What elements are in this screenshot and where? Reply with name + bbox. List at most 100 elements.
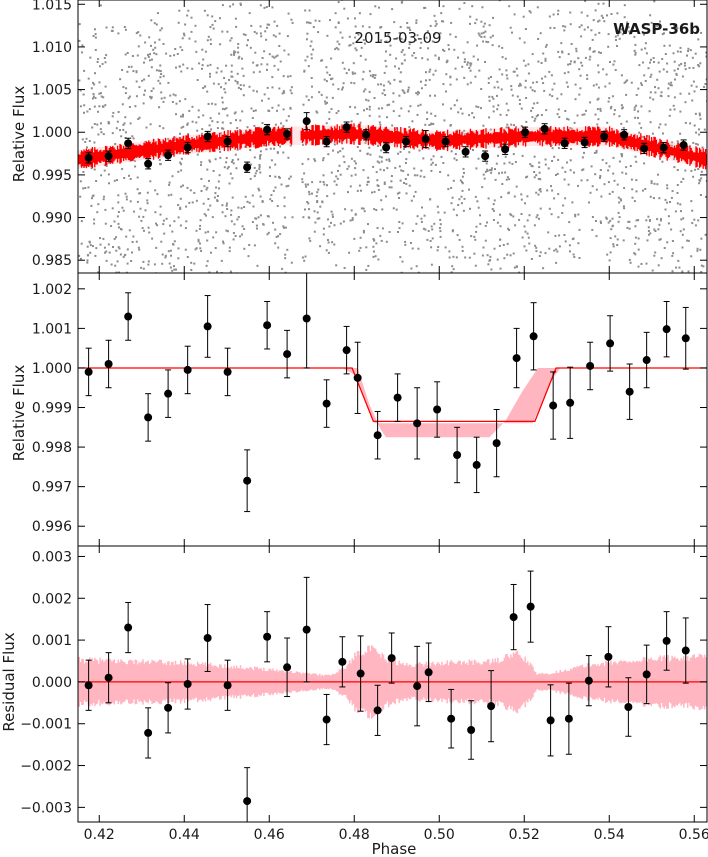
- data-marker: [642, 356, 651, 365]
- raw-point: [406, 90, 409, 93]
- raw-point: [169, 54, 172, 57]
- raw-point: [529, 11, 532, 14]
- y-tick-label: 1.000: [32, 361, 72, 377]
- raw-point: [399, 256, 402, 259]
- raw-point: [130, 65, 133, 68]
- raw-point: [576, 114, 579, 117]
- raw-point: [236, 218, 239, 221]
- raw-point: [200, 178, 203, 180]
- raw-point: [258, 168, 261, 171]
- raw-point: [556, 250, 559, 253]
- raw-point: [361, 78, 364, 81]
- raw-point: [674, 155, 677, 158]
- raw-point: [114, 143, 117, 145]
- raw-point: [283, 49, 286, 52]
- raw-point: [579, 74, 582, 77]
- raw-point: [328, 74, 331, 76]
- raw-point: [667, 87, 670, 90]
- data-marker: [501, 145, 510, 154]
- raw-point: [307, 99, 310, 102]
- raw-point: [415, 21, 418, 24]
- raw-point: [656, 218, 659, 221]
- raw-point: [82, 171, 85, 173]
- raw-point: [280, 122, 283, 125]
- raw-point: [404, 243, 407, 246]
- raw-point: [447, 174, 450, 177]
- raw-point: [150, 274, 152, 276]
- raw-point: [244, 33, 247, 36]
- raw-point: [487, 197, 490, 200]
- raw-point: [375, 171, 378, 174]
- data-point: [546, 684, 555, 757]
- raw-point: [142, 260, 145, 263]
- data-marker: [461, 147, 470, 156]
- raw-point: [354, 72, 357, 75]
- raw-point: [219, 17, 221, 20]
- raw-point: [645, 219, 648, 222]
- raw-point: [534, 280, 536, 282]
- raw-point: [315, 195, 318, 198]
- raw-point: [399, 150, 402, 153]
- raw-point: [452, 255, 455, 258]
- raw-point: [186, 67, 189, 70]
- raw-point: [177, 290, 179, 292]
- raw-point: [182, 63, 185, 66]
- raw-point: [176, 53, 179, 55]
- raw-point: [98, 81, 101, 84]
- raw-point: [598, 51, 600, 54]
- raw-point: [648, 110, 651, 113]
- raw-point: [529, 86, 532, 89]
- raw-point: [557, 193, 560, 196]
- raw-point: [205, 264, 208, 267]
- raw-point: [646, 239, 649, 242]
- raw-point: [348, 44, 351, 47]
- raw-point: [705, 180, 707, 182]
- raw-point: [542, 52, 545, 55]
- raw-point: [244, 145, 247, 148]
- raw-point: [169, 224, 171, 227]
- raw-point: [634, 253, 637, 256]
- raw-point: [195, 121, 198, 124]
- x-tick-label: 0.50: [424, 827, 455, 843]
- raw-point: [377, 107, 380, 110]
- data-marker: [338, 657, 347, 666]
- data-point: [472, 436, 481, 494]
- raw-point: [445, 61, 448, 64]
- raw-point: [178, 65, 181, 68]
- raw-point: [482, 124, 485, 127]
- raw-point: [486, 170, 489, 172]
- raw-point: [643, 33, 645, 36]
- y-tick-label: 0.998: [32, 440, 72, 456]
- raw-point: [78, 39, 81, 42]
- raw-point: [223, 166, 226, 169]
- raw-point: [525, 249, 528, 252]
- raw-point: [303, 172, 306, 175]
- raw-point: [339, 222, 342, 225]
- raw-point: [131, 135, 134, 138]
- raw-point: [79, 195, 82, 198]
- raw-point: [429, 68, 432, 71]
- raw-point: [426, 238, 429, 241]
- raw-point: [379, 26, 382, 29]
- raw-point: [594, 113, 597, 116]
- raw-point: [377, 144, 379, 147]
- raw-point: [92, 95, 95, 98]
- raw-point: [231, 159, 234, 162]
- transit-model-line: [78, 367, 707, 423]
- raw-point: [609, 219, 612, 222]
- raw-point: [416, 215, 419, 218]
- raw-point: [605, 162, 608, 165]
- raw-point: [87, 186, 90, 189]
- raw-point: [410, 199, 413, 202]
- raw-point: [544, 45, 547, 48]
- raw-point: [428, 78, 431, 81]
- raw-point: [593, 126, 596, 129]
- raw-point: [553, 249, 556, 252]
- raw-point: [623, 81, 626, 84]
- raw-point: [86, 146, 88, 149]
- raw-point: [273, 56, 276, 59]
- raw-point: [380, 239, 383, 242]
- data-point: [338, 636, 347, 688]
- raw-point: [594, 173, 597, 176]
- raw-point: [653, 254, 656, 257]
